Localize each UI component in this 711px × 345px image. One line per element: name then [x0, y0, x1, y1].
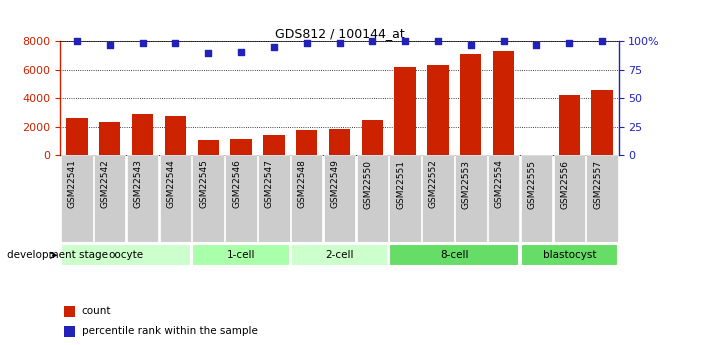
Bar: [225, 155, 257, 242]
Bar: [193, 155, 224, 242]
Text: GSM22550: GSM22550: [363, 159, 373, 209]
Text: GSM22554: GSM22554: [495, 159, 503, 208]
FancyBboxPatch shape: [291, 244, 388, 266]
Text: GSM22545: GSM22545: [199, 159, 208, 208]
Bar: [422, 155, 454, 242]
Text: GSM22557: GSM22557: [593, 159, 602, 209]
Text: GSM22552: GSM22552: [429, 159, 438, 208]
Point: [597, 39, 608, 44]
FancyBboxPatch shape: [61, 244, 191, 266]
Bar: [66, 118, 87, 155]
Bar: [127, 155, 159, 242]
Bar: [395, 67, 416, 155]
Text: 8-cell: 8-cell: [440, 250, 469, 260]
Text: GSM22541: GSM22541: [68, 159, 77, 208]
Text: count: count: [82, 306, 111, 315]
Bar: [324, 155, 356, 242]
Point: [203, 50, 214, 56]
Bar: [362, 120, 383, 155]
Text: 1-cell: 1-cell: [227, 250, 255, 260]
Bar: [198, 140, 219, 155]
FancyBboxPatch shape: [390, 244, 520, 266]
Bar: [554, 155, 585, 242]
Bar: [390, 155, 421, 242]
Bar: [94, 155, 125, 242]
Text: GSM22544: GSM22544: [166, 159, 176, 208]
Bar: [460, 54, 481, 155]
Bar: [291, 155, 322, 242]
Text: GSM22546: GSM22546: [232, 159, 241, 208]
Point: [498, 39, 509, 44]
Text: GSM22553: GSM22553: [462, 159, 471, 209]
Bar: [488, 155, 520, 242]
Point: [432, 39, 444, 44]
Bar: [328, 129, 351, 155]
Point: [268, 44, 279, 50]
Point: [170, 40, 181, 45]
Bar: [99, 122, 120, 155]
Point: [235, 49, 247, 55]
Bar: [455, 155, 486, 242]
Text: GSM22547: GSM22547: [264, 159, 274, 208]
Bar: [520, 155, 552, 242]
Text: GSM22549: GSM22549: [331, 159, 339, 208]
Bar: [132, 114, 153, 155]
Bar: [165, 116, 186, 155]
Title: GDS812 / 100144_at: GDS812 / 100144_at: [274, 27, 405, 40]
Text: 2-cell: 2-cell: [325, 250, 354, 260]
Point: [465, 42, 476, 48]
Point: [367, 39, 378, 44]
Text: blastocyst: blastocyst: [542, 250, 596, 260]
Bar: [559, 96, 580, 155]
Bar: [230, 139, 252, 155]
Text: GSM22542: GSM22542: [101, 159, 109, 208]
Point: [301, 40, 312, 45]
Text: GSM22548: GSM22548: [298, 159, 306, 208]
Bar: [493, 51, 514, 155]
Bar: [587, 155, 618, 242]
Point: [104, 42, 115, 48]
Bar: [61, 155, 92, 242]
Bar: [263, 135, 284, 155]
Point: [71, 39, 82, 44]
Point: [531, 42, 542, 48]
Point: [400, 39, 411, 44]
Bar: [296, 130, 317, 155]
Text: percentile rank within the sample: percentile rank within the sample: [82, 326, 257, 336]
Bar: [592, 90, 613, 155]
Bar: [357, 155, 388, 242]
Text: GSM22555: GSM22555: [528, 159, 537, 209]
Text: GSM22556: GSM22556: [560, 159, 570, 209]
FancyBboxPatch shape: [520, 244, 618, 266]
Point: [564, 40, 575, 45]
Bar: [159, 155, 191, 242]
Point: [333, 40, 345, 45]
Bar: [258, 155, 289, 242]
Point: [137, 40, 148, 45]
Bar: [427, 65, 449, 155]
Text: development stage: development stage: [7, 250, 108, 260]
Text: GSM22551: GSM22551: [396, 159, 405, 209]
Text: oocyte: oocyte: [109, 250, 144, 260]
FancyBboxPatch shape: [193, 244, 289, 266]
Text: GSM22543: GSM22543: [134, 159, 142, 208]
